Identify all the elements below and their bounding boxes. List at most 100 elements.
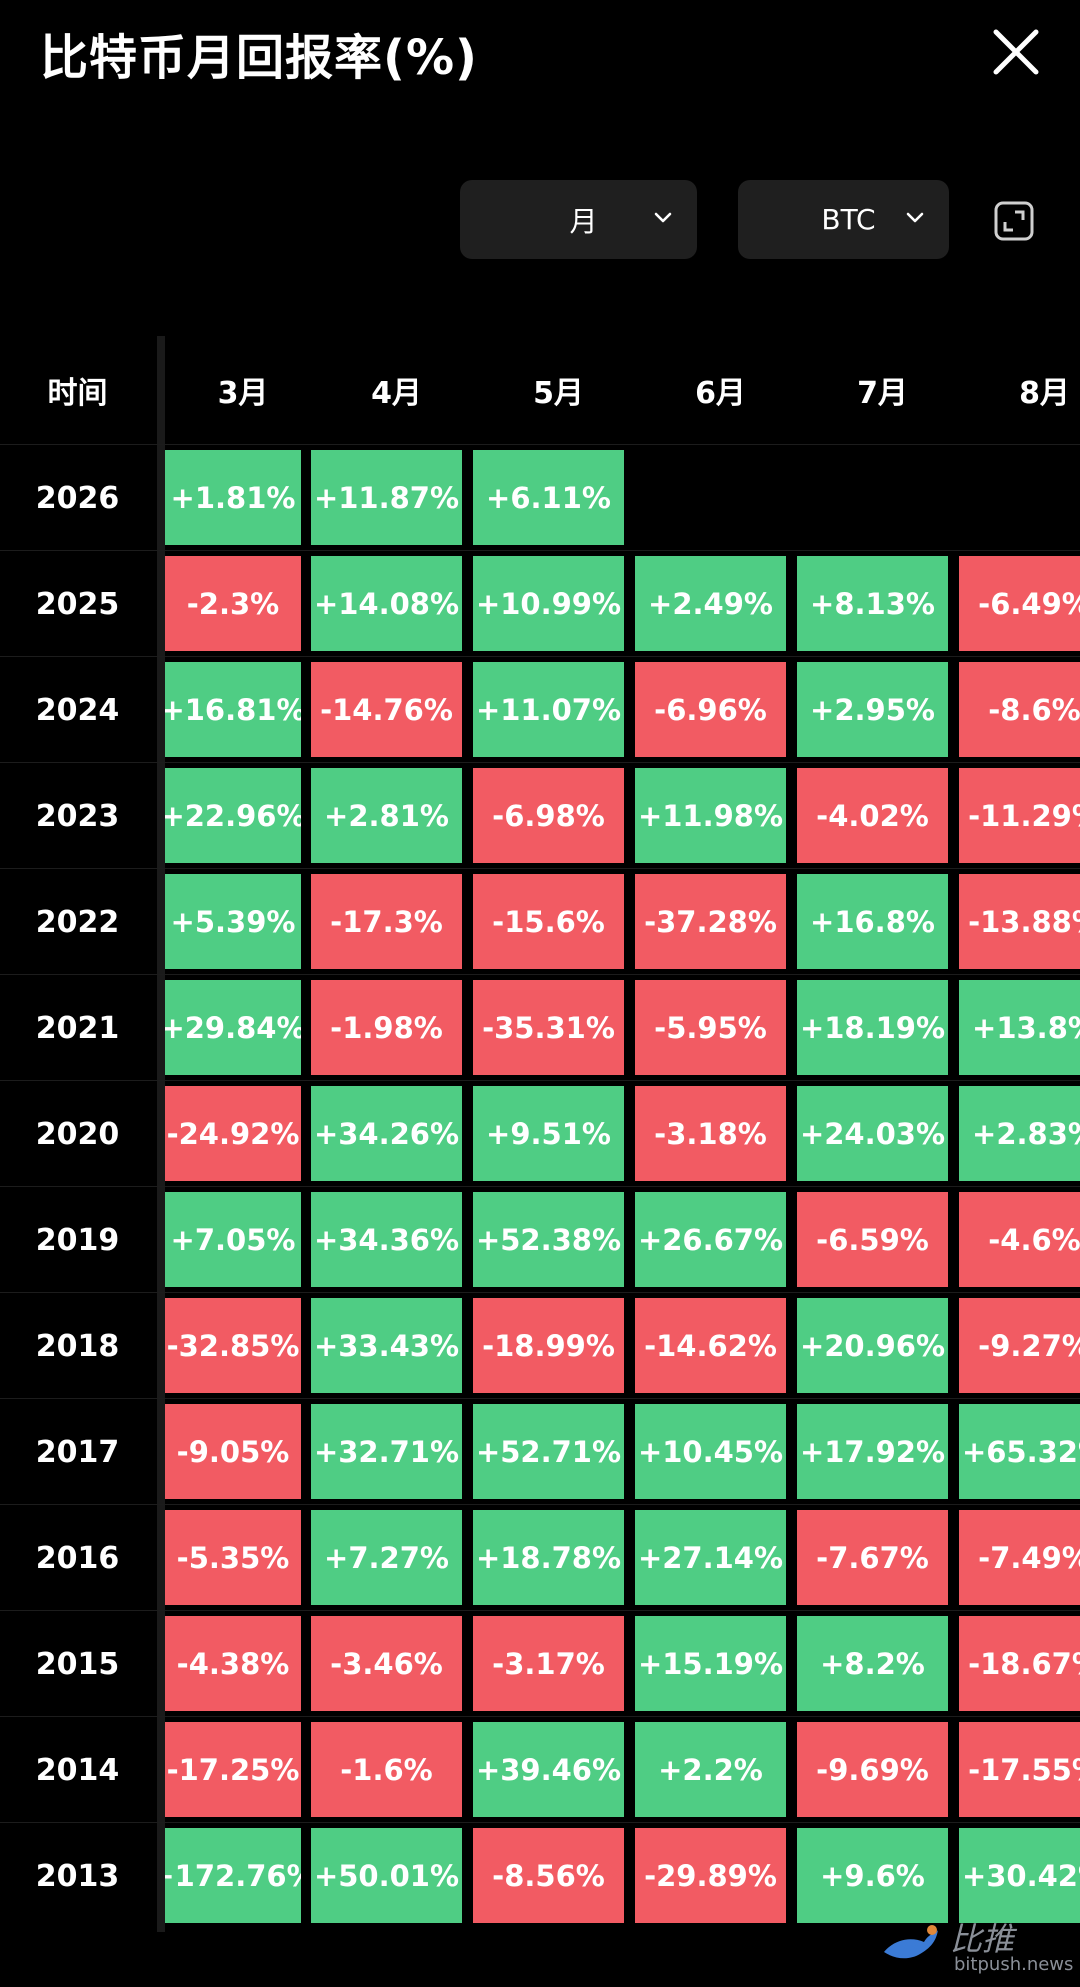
year-label: 2024 — [35, 692, 120, 728]
return-cell[interactable]: +24.03% — [797, 1086, 948, 1181]
return-cell[interactable]: +52.71% — [473, 1404, 624, 1499]
return-cell[interactable]: -4.38% — [165, 1616, 301, 1711]
return-cell[interactable]: +2.49% — [635, 556, 786, 651]
return-cell[interactable]: +10.45% — [635, 1404, 786, 1499]
return-cell[interactable]: +2.2% — [635, 1722, 786, 1817]
return-cell[interactable]: +52.38% — [473, 1192, 624, 1287]
return-cell[interactable]: +34.26% — [311, 1086, 462, 1181]
return-cell[interactable]: +39.46% — [473, 1722, 624, 1817]
month-column-header: 6月 — [695, 376, 746, 411]
return-cell[interactable]: -6.96% — [635, 662, 786, 757]
return-cell[interactable]: +32.71% — [311, 1404, 462, 1499]
return-cell[interactable]: +9.51% — [473, 1086, 624, 1181]
return-cell[interactable]: -9.05% — [165, 1404, 301, 1499]
return-cell[interactable]: -17.25% — [165, 1722, 301, 1817]
return-cell[interactable]: -3.18% — [635, 1086, 786, 1181]
return-cell[interactable]: -24.92% — [165, 1086, 301, 1181]
return-cell[interactable]: +5.39% — [165, 874, 301, 969]
return-cell[interactable]: +6.11% — [473, 450, 624, 545]
year-label: 2018 — [35, 1328, 120, 1364]
return-cell[interactable]: -2.3% — [165, 556, 301, 651]
return-cell[interactable]: +16.81% — [165, 662, 301, 757]
return-cell[interactable]: -4.6% — [959, 1192, 1080, 1287]
table-row: 2020 -24.92% +34.26% +9.51% -3.18% +24.03% +2.… — [0, 1080, 1080, 1186]
column-divider — [157, 336, 165, 1932]
return-cell[interactable]: -29.89% — [635, 1828, 786, 1923]
return-cell[interactable]: +16.8% — [797, 874, 948, 969]
return-cell[interactable]: +27.14% — [635, 1510, 786, 1605]
return-cell[interactable]: -18.99% — [473, 1298, 624, 1393]
table-row: 2019 +7.05% +34.36% +52.38% +26.67% -6.59% -4.… — [0, 1186, 1080, 1292]
return-cell[interactable]: -7.49% — [959, 1510, 1080, 1605]
return-cell[interactable]: +18.19% — [797, 980, 948, 1075]
return-cell[interactable]: +14.08% — [311, 556, 462, 651]
return-cell[interactable]: -6.49% — [959, 556, 1080, 651]
return-cell[interactable]: +50.01% — [311, 1828, 462, 1923]
fullscreen-button[interactable] — [993, 200, 1035, 242]
return-cell[interactable]: +8.13% — [797, 556, 948, 651]
expand-icon — [994, 201, 1034, 241]
year-label: 2020 — [35, 1116, 120, 1152]
return-cell[interactable]: +7.27% — [311, 1510, 462, 1605]
return-cell[interactable]: -15.6% — [473, 874, 624, 969]
return-cell[interactable]: +65.32% — [959, 1404, 1080, 1499]
return-cell[interactable]: +11.07% — [473, 662, 624, 757]
return-cell[interactable]: -3.17% — [473, 1616, 624, 1711]
return-cell[interactable]: -7.67% — [797, 1510, 948, 1605]
return-cell[interactable]: +15.19% — [635, 1616, 786, 1711]
return-cell[interactable]: +10.99% — [473, 556, 624, 651]
return-cell[interactable]: +30.42% — [959, 1828, 1080, 1923]
return-cell[interactable]: +20.96% — [797, 1298, 948, 1393]
period-select[interactable]: 月 — [460, 180, 697, 259]
watermark-brand: 比推 — [950, 1920, 1015, 1958]
return-cell[interactable]: -32.85% — [165, 1298, 301, 1393]
return-cell[interactable]: +26.67% — [635, 1192, 786, 1287]
page-title: 比特币月回报率(%) — [40, 30, 478, 86]
return-cell[interactable]: +13.8% — [959, 980, 1080, 1075]
return-cell[interactable]: -18.67% — [959, 1616, 1080, 1711]
header: 比特币月回报率(%) — [0, 0, 1080, 110]
return-cell[interactable]: -14.62% — [635, 1298, 786, 1393]
return-cell[interactable]: -1.6% — [311, 1722, 462, 1817]
year-label: 2015 — [35, 1646, 120, 1682]
return-cell[interactable]: +33.43% — [311, 1298, 462, 1393]
return-cell[interactable]: +18.78% — [473, 1510, 624, 1605]
bird-logo-icon — [884, 1925, 938, 1959]
return-cell[interactable]: -4.02% — [797, 768, 948, 863]
return-cell[interactable]: +11.98% — [635, 768, 786, 863]
return-cell[interactable]: -5.95% — [635, 980, 786, 1075]
year-column-header: 时间 — [47, 376, 108, 411]
return-cell[interactable]: -8.56% — [473, 1828, 624, 1923]
return-cell[interactable]: +8.2% — [797, 1616, 948, 1711]
return-cell[interactable]: -1.98% — [311, 980, 462, 1075]
return-cell[interactable]: -14.76% — [311, 662, 462, 757]
return-cell[interactable]: +11.87% — [311, 450, 462, 545]
return-cell[interactable]: +172.76% — [165, 1828, 301, 1923]
return-cell[interactable]: -13.88% — [959, 874, 1080, 969]
return-cell[interactable]: -6.98% — [473, 768, 624, 863]
return-cell[interactable]: +2.83% — [959, 1086, 1080, 1181]
return-cell[interactable]: +2.95% — [797, 662, 948, 757]
return-cell[interactable]: -11.29% — [959, 768, 1080, 863]
return-cell[interactable]: -9.27% — [959, 1298, 1080, 1393]
return-cell[interactable]: +2.81% — [311, 768, 462, 863]
close-button[interactable] — [990, 26, 1042, 78]
return-cell[interactable]: +1.81% — [165, 450, 301, 545]
asset-select[interactable]: BTC — [738, 180, 949, 259]
return-cell[interactable]: +17.92% — [797, 1404, 948, 1499]
return-cell[interactable]: -17.55% — [959, 1722, 1080, 1817]
return-cell[interactable]: -5.35% — [165, 1510, 301, 1605]
return-cell[interactable]: +29.84% — [165, 980, 301, 1075]
return-cell[interactable]: +22.96% — [165, 768, 301, 863]
return-cell[interactable]: -35.31% — [473, 980, 624, 1075]
return-cell[interactable]: -3.46% — [311, 1616, 462, 1711]
return-cell[interactable]: -6.59% — [797, 1192, 948, 1287]
return-cell[interactable]: -9.69% — [797, 1722, 948, 1817]
return-cell[interactable]: +7.05% — [165, 1192, 301, 1287]
table-row: 2015 -4.38% -3.46% -3.17% +15.19% +8.2% -18.67… — [0, 1610, 1080, 1716]
return-cell[interactable]: -37.28% — [635, 874, 786, 969]
return-cell[interactable]: +9.6% — [797, 1828, 948, 1923]
return-cell[interactable]: -8.6% — [959, 662, 1080, 757]
return-cell[interactable]: -17.3% — [311, 874, 462, 969]
return-cell[interactable]: +34.36% — [311, 1192, 462, 1287]
